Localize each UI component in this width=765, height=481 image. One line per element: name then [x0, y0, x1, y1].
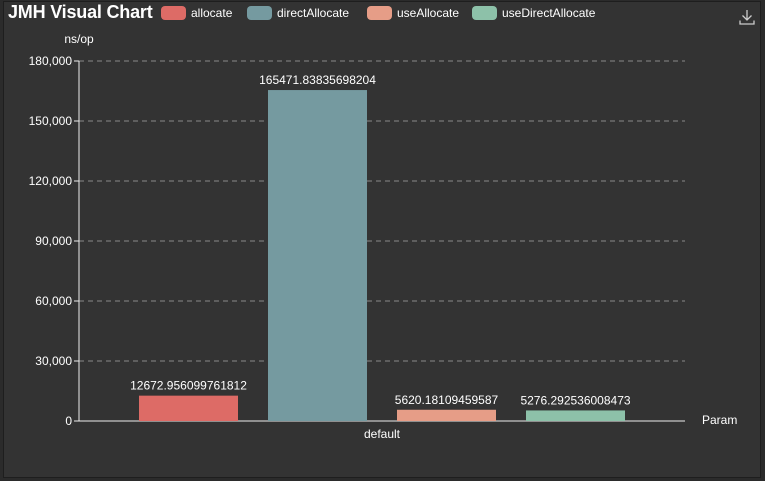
bar-allocate	[139, 395, 238, 421]
x-tick-label: default	[364, 427, 401, 441]
chart-title: JMH Visual Chart	[8, 2, 153, 22]
data-label-useAllocate: 5620.18109459587	[395, 393, 499, 407]
legend-item-useAllocate[interactable]: useAllocate	[367, 6, 459, 20]
bar-directAllocate	[268, 90, 367, 421]
y-tick-label: 150,000	[29, 114, 73, 128]
data-label-allocate: 12672.956099761812	[130, 379, 247, 393]
legend-label: useDirectAllocate	[502, 6, 596, 20]
legend-swatch	[161, 6, 186, 20]
legend-item-directAllocate[interactable]: directAllocate	[247, 6, 349, 20]
download-icon[interactable]	[738, 8, 756, 26]
y-tick-label: 180,000	[29, 54, 73, 68]
y-tick-label: 0	[65, 414, 72, 428]
chart-panel	[3, 1, 761, 478]
y-tick-label: 60,000	[35, 294, 72, 308]
y-tick-label: 30,000	[35, 354, 72, 368]
legend-swatch	[367, 6, 392, 20]
legend-label: directAllocate	[277, 6, 350, 20]
legend-swatch	[472, 6, 497, 20]
legend-item-allocate[interactable]: allocate	[161, 6, 232, 20]
bar-useAllocate	[397, 409, 496, 421]
legend-label: useAllocate	[397, 6, 460, 20]
bar-useDirectAllocate	[526, 410, 625, 421]
data-label-useDirectAllocate: 5276.292536008473	[520, 393, 630, 407]
data-label-directAllocate: 165471.83835698204	[259, 73, 376, 87]
legend-swatch	[247, 6, 272, 20]
y-axis-label: ns/op	[64, 32, 94, 46]
y-tick-label: 120,000	[29, 174, 73, 188]
x-axis-label: Param	[702, 413, 737, 427]
y-tick-label: 90,000	[35, 234, 72, 248]
legend-label: allocate	[191, 6, 233, 20]
legend-item-useDirectAllocate[interactable]: useDirectAllocate	[472, 6, 595, 20]
